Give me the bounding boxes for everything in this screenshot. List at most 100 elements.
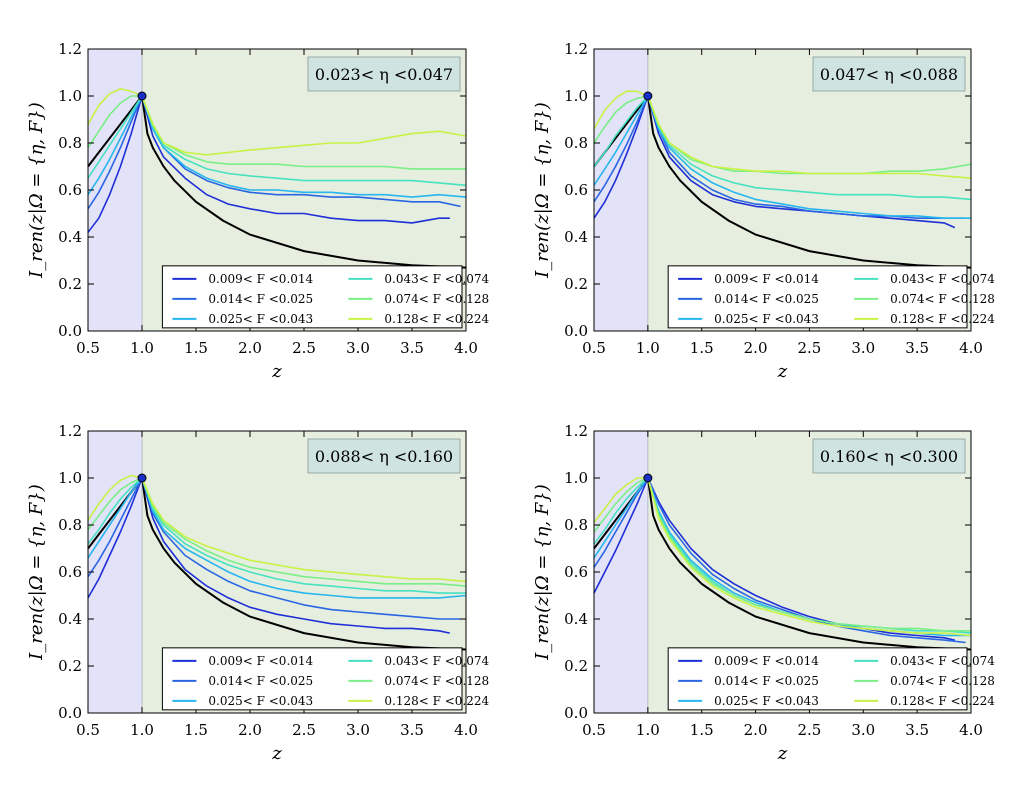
x-tick-label: 0.5 (582, 721, 606, 739)
y-tick-label: 0.6 (58, 181, 82, 199)
panel-label-box (307, 438, 461, 474)
panel-label: 0.023< η <0.047 (315, 65, 453, 84)
x-tick-label: 3.5 (400, 339, 424, 357)
anchor-point (137, 91, 147, 101)
y-tick-label: 1.0 (58, 469, 82, 487)
legend-label-2: 0.014< F <0.025 (714, 674, 819, 688)
series-line-1 (87, 95, 450, 233)
y-tick-label: 0.4 (58, 228, 82, 246)
series-line-3 (87, 477, 467, 599)
x-tick-label: 0.5 (76, 339, 100, 357)
y-tick-label: 0.8 (58, 516, 82, 534)
x-axis-label: z (271, 743, 282, 764)
series-line-1 (593, 95, 956, 229)
x-tick-label: 4.0 (454, 339, 478, 357)
y-tick-label: 0.4 (564, 610, 588, 628)
legend-label-5: 0.074< F <0.128 (890, 674, 995, 688)
panel-label: 0.160< η <0.300 (820, 447, 958, 466)
y-tick-label: 0.2 (58, 275, 82, 293)
x-tick-label: 3.5 (905, 339, 929, 357)
legend-label-4: 0.043< F <0.074 (890, 654, 995, 668)
y-tick-label: 0.2 (564, 657, 588, 675)
x-tick-label: 2.0 (238, 721, 262, 739)
chart-panel-3: 0.5 1.0 1.5 2.0 2.5 3.0 3.5 4.0 0.0 0.2 0.4 0.6 0.8 1… (26, 422, 490, 764)
legend-box (667, 265, 968, 329)
y-tick-label: 0.6 (564, 563, 588, 581)
shaded-region-left (594, 49, 648, 331)
anchor-point (643, 473, 653, 483)
y-tick-label: 0.4 (564, 228, 588, 246)
x-tick-label: 2.5 (797, 339, 821, 357)
series-line-4 (593, 95, 972, 201)
panel-label: 0.088< η <0.160 (315, 447, 453, 466)
legend-label-1: 0.009< F <0.014 (208, 654, 313, 668)
series-line-6 (87, 88, 467, 156)
shaded-region-left (594, 431, 648, 713)
legend-box (667, 647, 968, 711)
y-tick-label: 1.0 (564, 87, 588, 105)
x-tick-label: 3.5 (400, 721, 424, 739)
y-tick-label: 1.2 (58, 40, 82, 58)
reference-curve (593, 93, 972, 269)
y-tick-label: 0.0 (564, 322, 588, 340)
y-tick-label: 0.4 (58, 610, 82, 628)
legend-label-3: 0.025< F <0.043 (208, 312, 313, 326)
legend-label-1: 0.009< F <0.014 (714, 272, 819, 286)
legend-label-3: 0.025< F <0.043 (714, 694, 819, 708)
x-tick-label: 3.0 (346, 721, 370, 739)
chart-panel-2: 0.5 1.0 1.5 2.0 2.5 3.0 3.5 4.0 0.0 0.2 0.4 0.6 0.8 1… (532, 40, 995, 382)
legend-label-6: 0.128< F <0.224 (384, 312, 489, 326)
series-line-3 (87, 95, 467, 198)
y-tick-label: 0.8 (564, 516, 588, 534)
legend-label-3: 0.025< F <0.043 (714, 312, 819, 326)
y-tick-label: 0.2 (564, 275, 588, 293)
x-tick-label: 4.0 (454, 721, 478, 739)
y-tick-label: 0.0 (564, 704, 588, 722)
x-tick-label: 2.0 (238, 339, 262, 357)
y-tick-label: 0.6 (58, 563, 82, 581)
reference-curve (87, 93, 467, 269)
y-tick-label: 0.6 (564, 181, 588, 199)
shaded-region-left (88, 431, 142, 713)
legend-label-2: 0.014< F <0.025 (208, 674, 313, 688)
y-tick-label: 0.0 (58, 322, 82, 340)
x-tick-label: 1.5 (690, 339, 714, 357)
reference-curve (87, 475, 467, 651)
series-line-1 (87, 477, 450, 634)
x-tick-label: 3.5 (905, 721, 929, 739)
series-line-2 (87, 477, 461, 620)
legend-box (161, 265, 463, 329)
anchor-point (643, 91, 653, 101)
legend-label-2: 0.014< F <0.025 (208, 292, 313, 306)
x-tick-label: 2.5 (797, 721, 821, 739)
y-tick-label: 1.0 (58, 87, 82, 105)
series-line-4 (87, 477, 466, 594)
chart-panel-1: 0.5 1.0 1.5 2.0 2.5 3.0 3.5 4.0 0.0 0.2 0.4 0.6 0.8 1… (26, 40, 490, 382)
y-axis-label: I_ren(z|Ω = {η, F}) (26, 484, 47, 661)
series-line-5 (87, 95, 466, 170)
x-axis-label: z (271, 361, 282, 382)
legend-label-4: 0.043< F <0.074 (890, 272, 995, 286)
y-tick-label: 1.0 (564, 469, 588, 487)
legend-box (161, 647, 463, 711)
legend-label-5: 0.074< F <0.128 (384, 292, 489, 306)
x-tick-label: 3.0 (851, 721, 875, 739)
x-tick-label: 1.5 (184, 721, 208, 739)
y-tick-label: 0.8 (58, 134, 82, 152)
legend-label-3: 0.025< F <0.043 (208, 694, 313, 708)
series-line-5 (87, 477, 467, 587)
series-line-5 (593, 95, 972, 175)
legend-label-6: 0.128< F <0.224 (890, 694, 995, 708)
x-tick-label: 2.5 (292, 721, 316, 739)
legend-label-5: 0.074< F <0.128 (384, 674, 489, 688)
legend-label-2: 0.014< F <0.025 (714, 292, 819, 306)
x-tick-label: 1.0 (130, 339, 154, 357)
panel-label-box (812, 56, 966, 92)
x-axis-label: z (777, 361, 788, 382)
x-tick-label: 1.5 (184, 339, 208, 357)
y-tick-label: 0.2 (58, 657, 82, 675)
y-axis-label: I_ren(z|Ω = {η, F}) (532, 484, 553, 661)
series-line-2 (593, 477, 966, 644)
series-line-3 (593, 95, 971, 219)
